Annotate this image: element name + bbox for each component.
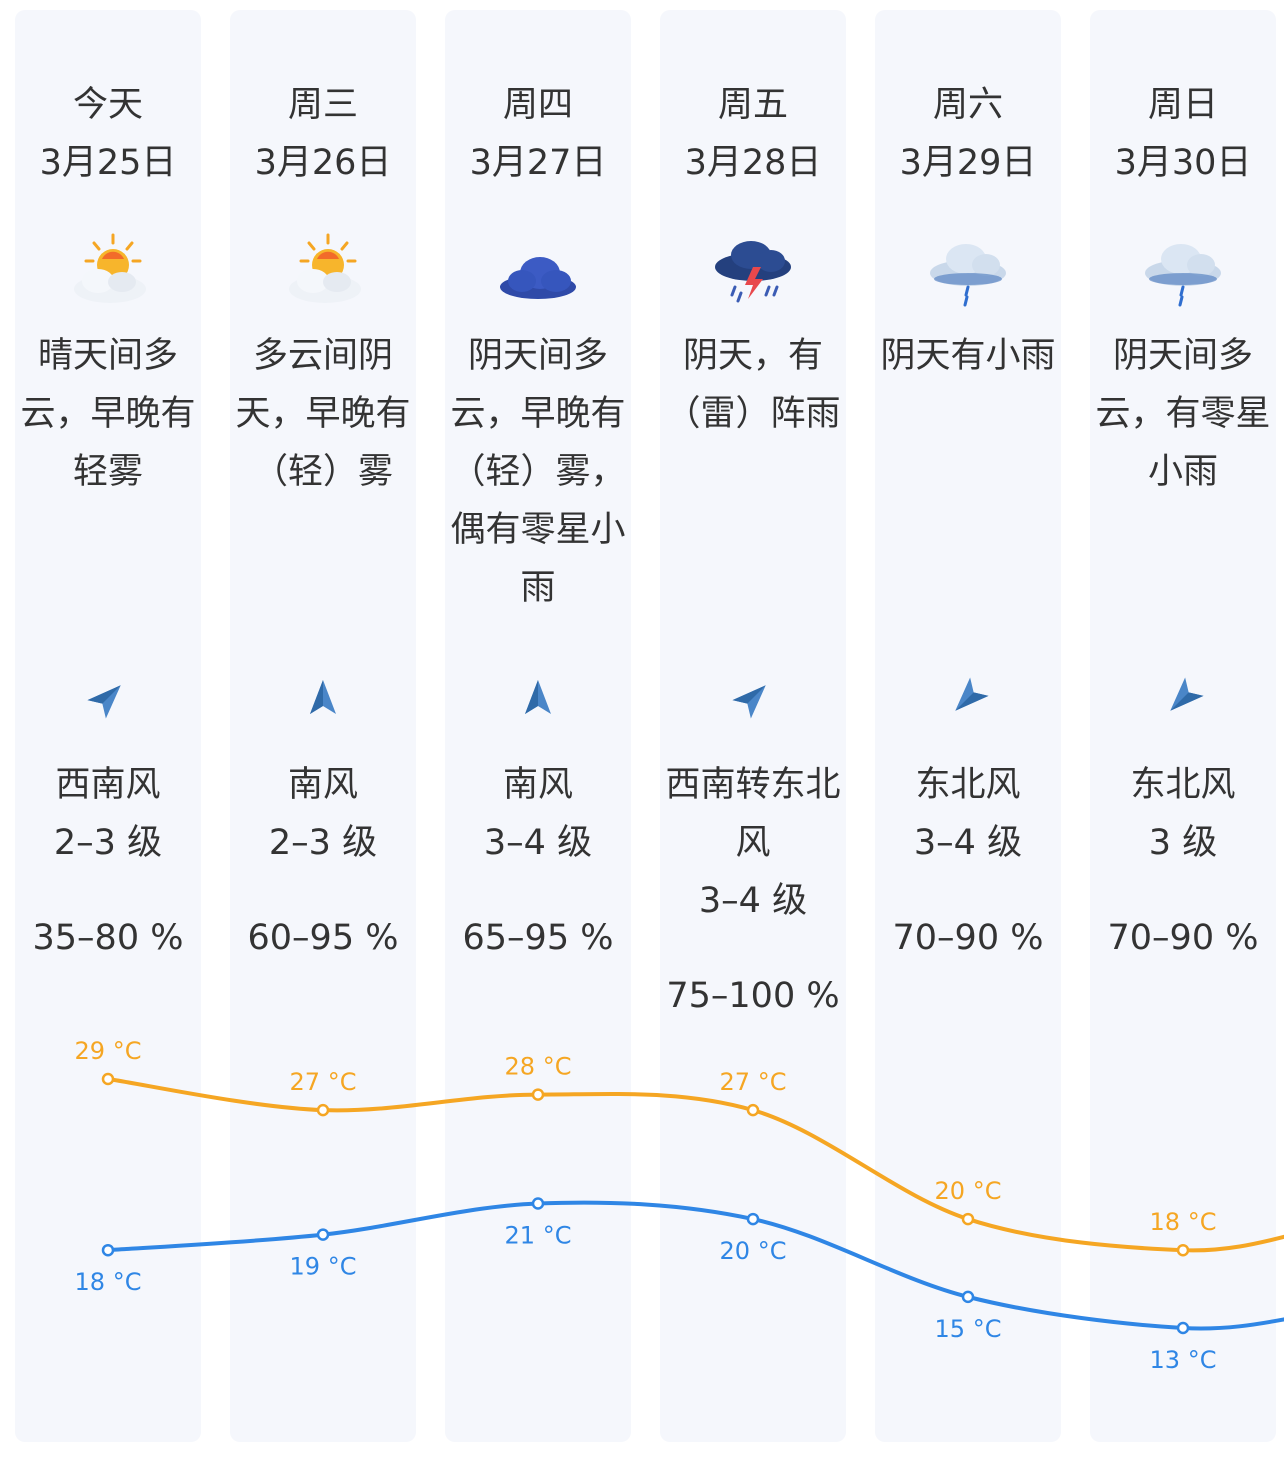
wind-info: 东北风 3 级	[1090, 756, 1276, 872]
wind-info-line: 3–4 级	[913, 823, 1023, 863]
weather-description-line: 多云间阴	[252, 336, 393, 376]
sun-cloud-icon	[230, 222, 416, 322]
weather-description-line: 天，早晚有	[235, 394, 411, 434]
weather-description-line: 小雨	[1147, 452, 1218, 492]
date-label: 3月29日	[899, 143, 1037, 183]
wind-arrow-northeast-icon	[1090, 668, 1276, 728]
wind-info: 西南风 2–3 级	[15, 756, 201, 872]
weather-description-line: 阴天间多	[1112, 336, 1253, 376]
weather-description-line: 雨	[520, 568, 556, 608]
wind-info-line: 3–4 级	[698, 881, 808, 921]
wind-info-line: 南风	[287, 765, 358, 805]
weather-description-line: 阴天间多	[467, 336, 608, 376]
wind-info-line: 东北风	[915, 765, 1021, 805]
wind-info-line: 西南风	[55, 765, 161, 805]
wind-info-line: 3 级	[1148, 823, 1218, 863]
forecast-day-column: 今天 3月25日晴天间多云，早晚有轻雾西南风 2–3 级 35–80 %	[15, 10, 201, 1442]
wind-info-line: 3–4 级	[483, 823, 593, 863]
weather-description: 阴天有小雨	[875, 327, 1061, 385]
wind-arrow-south-icon	[230, 668, 416, 728]
weather-description-line: 阴天有小雨	[880, 336, 1056, 376]
day-label: 周四	[502, 85, 573, 125]
weather-description-line: 云，早晚有	[20, 394, 196, 434]
wind-info: 南风 2–3 级	[230, 756, 416, 872]
date-label: 3月26日	[254, 143, 392, 183]
wind-arrow-south-icon	[445, 668, 631, 728]
weather-description: 多云间阴天，早晚有 （轻）雾	[230, 327, 416, 501]
wind-info-line: 2–3 级	[53, 823, 163, 863]
forecast-day-column: 周三 3月26日多云间阴天，早晚有 （轻）雾南风 2–3 级 60–95 %	[230, 10, 416, 1442]
weather-description-line: 云，有零星	[1095, 394, 1271, 434]
wind-info-line: 南风	[502, 765, 573, 805]
weather-description-line: 晴天间多	[37, 336, 178, 376]
light-rain-icon	[1090, 222, 1276, 322]
wind-info: 西南转东北风 3–4 级	[660, 756, 846, 930]
date-label: 3月28日	[684, 143, 822, 183]
wind-info-line: 风	[735, 823, 771, 863]
humidity-range: 70–90 %	[892, 918, 1044, 958]
forecast-day-column: 周五 3月28日阴天，有 （雷）阵雨西南转东北风 3–4 级 75–100 %	[660, 10, 846, 1442]
day-label: 周六	[932, 85, 1003, 125]
wind-info: 东北风 3–4 级	[875, 756, 1061, 872]
thunderstorm-icon	[660, 222, 846, 322]
wind-info-line: 西南转东北	[665, 765, 841, 805]
day-label: 周三	[287, 85, 358, 125]
day-label: 今天	[72, 85, 143, 125]
humidity-range: 75–100 %	[666, 976, 840, 1016]
day-label: 周五	[717, 85, 788, 125]
humidity-range: 60–95 %	[247, 918, 399, 958]
humidity-range: 35–80 %	[32, 918, 184, 958]
weather-description-line: （轻）雾，	[450, 452, 626, 492]
weather-description-line: （雷）阵雨	[665, 394, 841, 434]
weather-description: 阴天，有 （雷）阵雨	[660, 327, 846, 443]
date-label: 3月25日	[39, 143, 177, 183]
wind-arrow-southwest-icon	[660, 668, 846, 728]
wind-info-line: 东北风	[1130, 765, 1236, 805]
humidity-range: 70–90 %	[1107, 918, 1259, 958]
wind-arrow-southwest-icon	[15, 668, 201, 728]
weather-description: 晴天间多云，早晚有轻雾	[15, 327, 201, 501]
weather-description: 阴天间多云，有零星小雨	[1090, 327, 1276, 501]
weather-description-line: （轻）雾	[252, 452, 393, 492]
cloud-icon	[445, 222, 631, 322]
light-rain-icon	[875, 222, 1061, 322]
forecast-day-column: 周日 3月30日阴天间多云，有零星小雨东北风 3 级 70–90 %	[1090, 10, 1276, 1442]
humidity-range: 65–95 %	[462, 918, 614, 958]
sun-cloud-icon	[15, 222, 201, 322]
wind-info-line: 2–3 级	[268, 823, 378, 863]
forecast-day-column: 周六 3月29日阴天有小雨东北风 3–4 级 70–90 %	[875, 10, 1061, 1442]
date-label: 3月27日	[469, 143, 607, 183]
weather-description-line: 偶有零星小	[450, 510, 626, 550]
day-label: 周日	[1147, 85, 1218, 125]
weather-description-line: 云，早晚有	[450, 394, 626, 434]
wind-arrow-northeast-icon	[875, 668, 1061, 728]
date-label: 3月30日	[1114, 143, 1252, 183]
weather-description-line: 阴天，有	[682, 336, 823, 376]
forecast-day-column: 周四 3月27日阴天间多云，早晚有 （轻）雾， 偶有零星小雨南风 3–4 级 65–95 …	[445, 10, 631, 1442]
wind-info: 南风 3–4 级	[445, 756, 631, 872]
weather-description-line: 轻雾	[72, 452, 143, 492]
weather-description: 阴天间多云，早晚有 （轻）雾， 偶有零星小雨	[445, 327, 631, 617]
